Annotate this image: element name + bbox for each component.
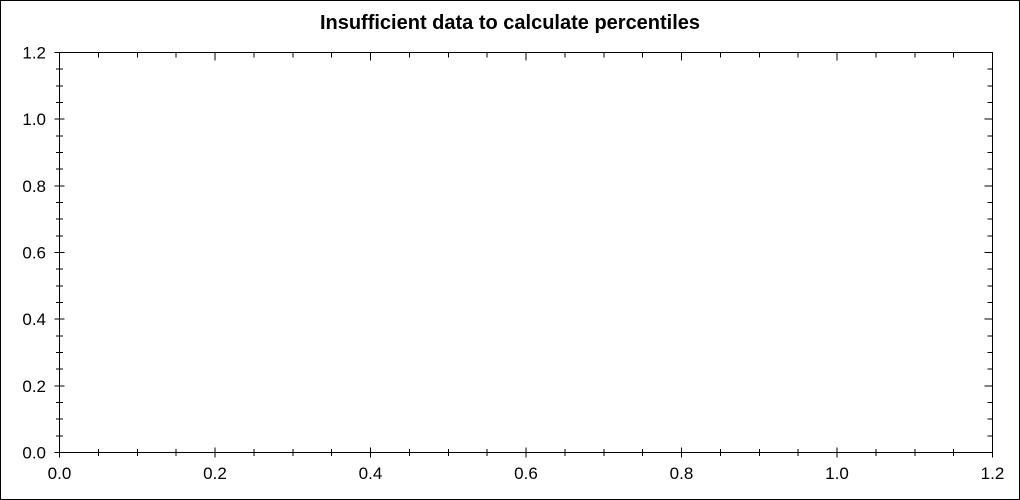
x-axis-tick-label: 0.0 xyxy=(48,464,72,483)
y-axis-tick-label: 1.2 xyxy=(22,44,46,63)
y-axis-tick-label: 0.2 xyxy=(22,377,46,396)
y-axis-tick-label: 0.8 xyxy=(22,177,46,196)
y-axis-tick-label: 0.0 xyxy=(22,444,46,463)
chart-title: Insufficient data to calculate percentil… xyxy=(319,12,701,34)
y-axis-tick-label: 0.4 xyxy=(22,310,46,329)
y-axis-tick-label: 1.0 xyxy=(22,110,46,129)
x-axis-tick-label: 0.4 xyxy=(359,464,383,483)
x-axis-tick-label: 0.2 xyxy=(203,464,227,483)
x-axis-tick-label: 0.8 xyxy=(670,464,694,483)
plot-frame xyxy=(59,52,993,453)
x-axis-tick-label: 1.2 xyxy=(981,464,1005,483)
x-axis-tick-label: 1.0 xyxy=(825,464,849,483)
x-axis-tick-label: 0.6 xyxy=(514,464,538,483)
y-axis-tick-label: 0.6 xyxy=(22,244,46,263)
